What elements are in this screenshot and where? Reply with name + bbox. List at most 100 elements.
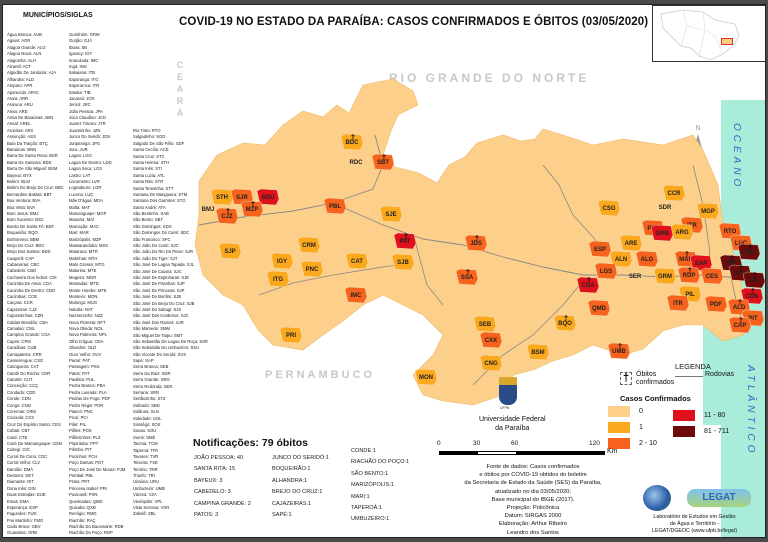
list-item: Sobrado: SBD <box>133 402 160 408</box>
list-item: Cubati: CBT <box>7 428 30 434</box>
list-item: Umbuzeiro: UMB <box>133 485 165 491</box>
municipality-label: BQO <box>558 321 572 327</box>
municipality-label: SSA <box>461 275 474 281</box>
list-item: Lucena: LUC <box>69 191 94 197</box>
death-cross-icon: † <box>251 200 255 209</box>
municipality-label: PIL <box>685 292 695 298</box>
list-item: São José De Piranhas: SJP <box>133 281 185 287</box>
list-item: Brejo Do Cruz: BDC <box>7 242 45 248</box>
list-item: Vieirópolis: VPL <box>133 498 163 504</box>
municipality-label: STH <box>216 195 228 201</box>
list-item: Mato Grosso: MTG <box>69 262 105 268</box>
list-item: Poço Dantas: PDT <box>69 460 104 466</box>
list-item: Logradouro: LGR <box>69 185 102 191</box>
list-item: Belém Do Brejo Do Cruz: BBC <box>7 185 64 191</box>
municipality-label: CRM <box>302 243 316 249</box>
list-item: Princesa Isabel: PRI <box>69 485 107 491</box>
municipality-label: CXX <box>485 338 497 344</box>
list-item: Aguiar: AGR <box>7 38 31 44</box>
list-item: Tenório: TNR <box>133 466 158 472</box>
municipality-ces: CES <box>700 267 724 285</box>
municipalities-title: MUNICÍPIOS/SIGLAS <box>23 12 93 19</box>
list-item: Boqueirão: BQO <box>7 230 38 236</box>
list-item: Juripiranga: JPG <box>69 140 101 146</box>
list-item: Araruna: ARU <box>7 102 33 108</box>
list-item: Conceição: CCÇ <box>7 383 39 389</box>
municipality-esp: ESP <box>588 240 612 258</box>
list-item: Cabedelo: CBD <box>7 268 37 274</box>
legend-deaths-line1: Óbitos <box>636 371 657 378</box>
list-item: Santa Rita: STR <box>133 179 164 185</box>
list-item: Santa Cecília: ACE <box>133 147 169 153</box>
brazil-inset-map <box>652 5 765 62</box>
list-item: Datum: SIRGAS 2000 <box>504 513 562 520</box>
lab-credits: Laboratório de Estudos em Gestão de Água… <box>627 514 762 536</box>
municipality-label: MZP <box>246 207 259 213</box>
list-item: Arara: ARR <box>7 95 29 101</box>
list-item: Mamanguape: MGP <box>69 210 107 216</box>
list-item: UMBUZEIRO:1 <box>351 516 390 523</box>
globe-logo-icon <box>643 485 671 511</box>
list-item: Ibiara: IBI <box>69 44 87 50</box>
legend-roads-label: Rodovias <box>705 371 735 378</box>
list-item: Serra Branca: SEB <box>133 364 169 370</box>
list-item: Cachoeira Dos Índios: CDI <box>7 274 57 280</box>
municipality-label: PIT <box>748 316 758 322</box>
list-item: PATOS: 3 <box>194 511 219 518</box>
list-item: Cacimba De Dentro: CDD <box>7 287 56 293</box>
list-item: Malta: MAT <box>69 204 91 210</box>
list-item: Bernardino Batista: BBT <box>7 191 52 197</box>
list-item: Cacimba De Areia: CDA <box>7 281 52 287</box>
list-item: Montadas: MTD <box>69 281 99 287</box>
list-item: Marizópolis: MZP <box>69 236 102 242</box>
list-item: Sertãozinho: STZ <box>133 396 166 402</box>
municipality-label: GRM <box>658 274 672 280</box>
list-item: Olho D'água: ODA <box>69 338 104 344</box>
list-item: Projeção: Policônica <box>506 505 560 512</box>
municipality-are: ARE <box>619 234 643 252</box>
list-item: Cajazeirinhas: CZR <box>7 313 44 319</box>
municipality-sjb: SJB <box>391 253 415 271</box>
legend-label-1: 1 <box>639 424 643 431</box>
municipality-umb: UMB† <box>607 342 631 360</box>
list-item: Aroeiras: ARS <box>7 127 34 133</box>
neighbor-rio-grande-do-norte: RIO GRANDE DO NORTE <box>389 71 590 85</box>
list-item: Esperança: ESP <box>7 504 38 510</box>
list-item: Itapororoca: ITR <box>69 83 100 89</box>
list-item: Soledade: SOL <box>133 415 162 421</box>
university-line1: Universidade Federal <box>479 416 546 423</box>
municipality-label: SDR <box>659 205 672 211</box>
north-label: N <box>695 125 701 132</box>
list-item: CABEDELO: 3 <box>194 489 231 496</box>
list-item: São Domingos: SDG <box>133 223 172 229</box>
list-item: Salgadinho: SGD <box>133 134 166 140</box>
list-item: Lastro: LAT <box>69 172 91 178</box>
municipality-label: ALN <box>615 257 627 263</box>
list-item: BREJO DO CRUZ:1 <box>272 489 323 496</box>
list-item: São José De Espinharas: SJE <box>133 274 190 280</box>
municipality-label: SBT <box>377 160 389 166</box>
lab-line1: Laboratório de Estudos em Gestão <box>653 514 736 520</box>
list-item: Massaranduba: MSS <box>69 242 109 248</box>
municipality-pnc: PNC <box>300 260 324 278</box>
scale-tick-60: 60 <box>511 440 519 447</box>
death-cross-icon: † <box>738 298 742 307</box>
map-title: COVID-19 NO ESTADO DA PARAÍBA: CASOS CON… <box>179 16 649 28</box>
municipality-pdf: PDF <box>704 295 728 313</box>
death-cross-icon: † <box>753 271 757 280</box>
municipality-label: BDC <box>346 140 360 146</box>
list-item: Alhandra: ALD <box>7 76 35 82</box>
municipality-label: MGP <box>701 209 715 215</box>
list-item: Alcantil: ACT <box>7 63 31 69</box>
municipality-label: QMD <box>592 306 607 312</box>
list-item: Pocinhos: PCH <box>69 453 98 459</box>
list-item: e óbitos por COVID-19 obtidos do boletim <box>479 472 587 479</box>
list-item: JOÃO PESSOA: 40 <box>194 455 244 461</box>
list-item: Capim: CPM <box>7 338 31 344</box>
municipality-label: ARG <box>675 230 689 236</box>
list-item: SANTA RITA: 15 <box>194 466 236 473</box>
legend-swatch-1 <box>608 422 630 433</box>
death-cross-icon: † <box>620 372 632 385</box>
list-item: Algodão De Jandaíra: AJA <box>7 70 57 76</box>
